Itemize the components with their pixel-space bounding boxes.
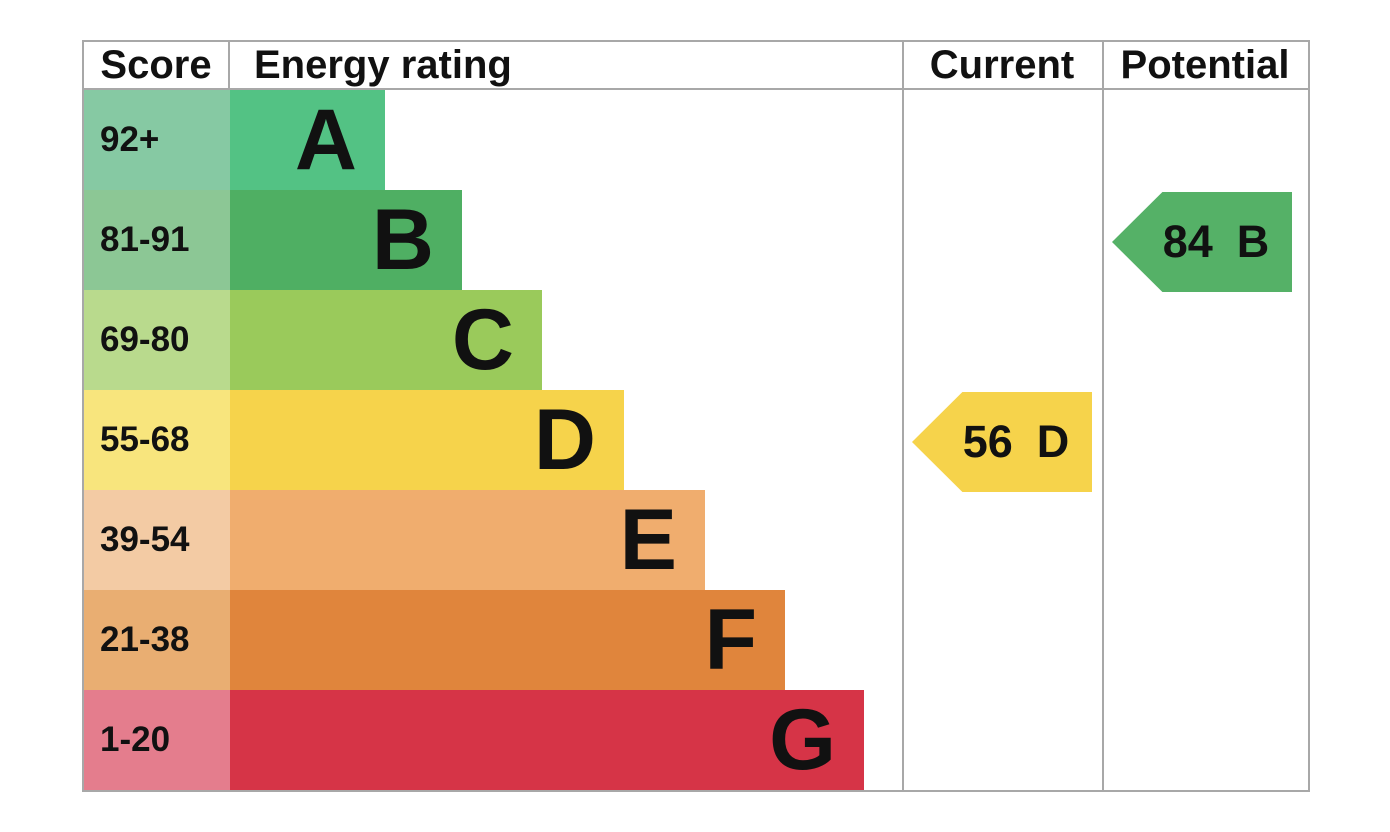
band-bar-g: G — [230, 690, 864, 790]
epc-header-row: Score Energy rating Current Potential — [84, 41, 1308, 90]
potential-column-divider — [1102, 42, 1104, 790]
band-row-f: 21-38 F — [84, 590, 1308, 690]
band-row-g: 1-20 G — [84, 690, 1308, 790]
potential-rating-letter: B — [1236, 216, 1270, 267]
potential-column-header: Potential — [1120, 43, 1290, 87]
current-column-divider — [902, 42, 904, 790]
band-bar-f: F — [230, 590, 785, 690]
band-row-d: 55-68 D — [84, 390, 1308, 490]
band-bar-c: C — [230, 290, 542, 390]
band-letter-c: C — [451, 292, 514, 388]
energy-rating-column-header: Energy rating — [254, 43, 512, 87]
band-score-range-a: 92+ — [84, 90, 230, 190]
band-row-c: 69-80 C — [84, 290, 1308, 390]
band-score-range-e: 39-54 — [84, 490, 230, 590]
band-score-range-f: 21-38 — [84, 590, 230, 690]
band-letter-g: G — [769, 692, 836, 788]
epc-rating-chart: Score Energy rating Current Potential 92… — [82, 40, 1310, 792]
band-letter-a: A — [294, 92, 357, 188]
band-bar-d: D — [230, 390, 624, 490]
score-column-header: Score — [84, 41, 230, 89]
band-score-range-c: 69-80 — [84, 290, 230, 390]
band-bar-e: E — [230, 490, 705, 590]
band-row-a: 92+ A — [84, 90, 1308, 190]
potential-rating-value: 84 — [1162, 216, 1213, 267]
band-bar-b: B — [230, 190, 462, 290]
current-rating-letter: D — [1036, 416, 1070, 467]
band-row-b: 81-91 B — [84, 190, 1308, 290]
current-rating-value: 56 — [962, 416, 1013, 467]
band-letter-d: D — [533, 392, 596, 488]
band-score-range-g: 1-20 — [84, 690, 230, 790]
current-column-header: Current — [929, 43, 1075, 87]
band-score-range-d: 55-68 — [84, 390, 230, 490]
band-bar-a: A — [230, 90, 385, 190]
band-letter-e: E — [619, 492, 677, 588]
band-row-e: 39-54 E — [84, 490, 1308, 590]
band-score-range-b: 81-91 — [84, 190, 230, 290]
band-letter-f: F — [704, 592, 757, 688]
band-letter-b: B — [371, 192, 434, 288]
